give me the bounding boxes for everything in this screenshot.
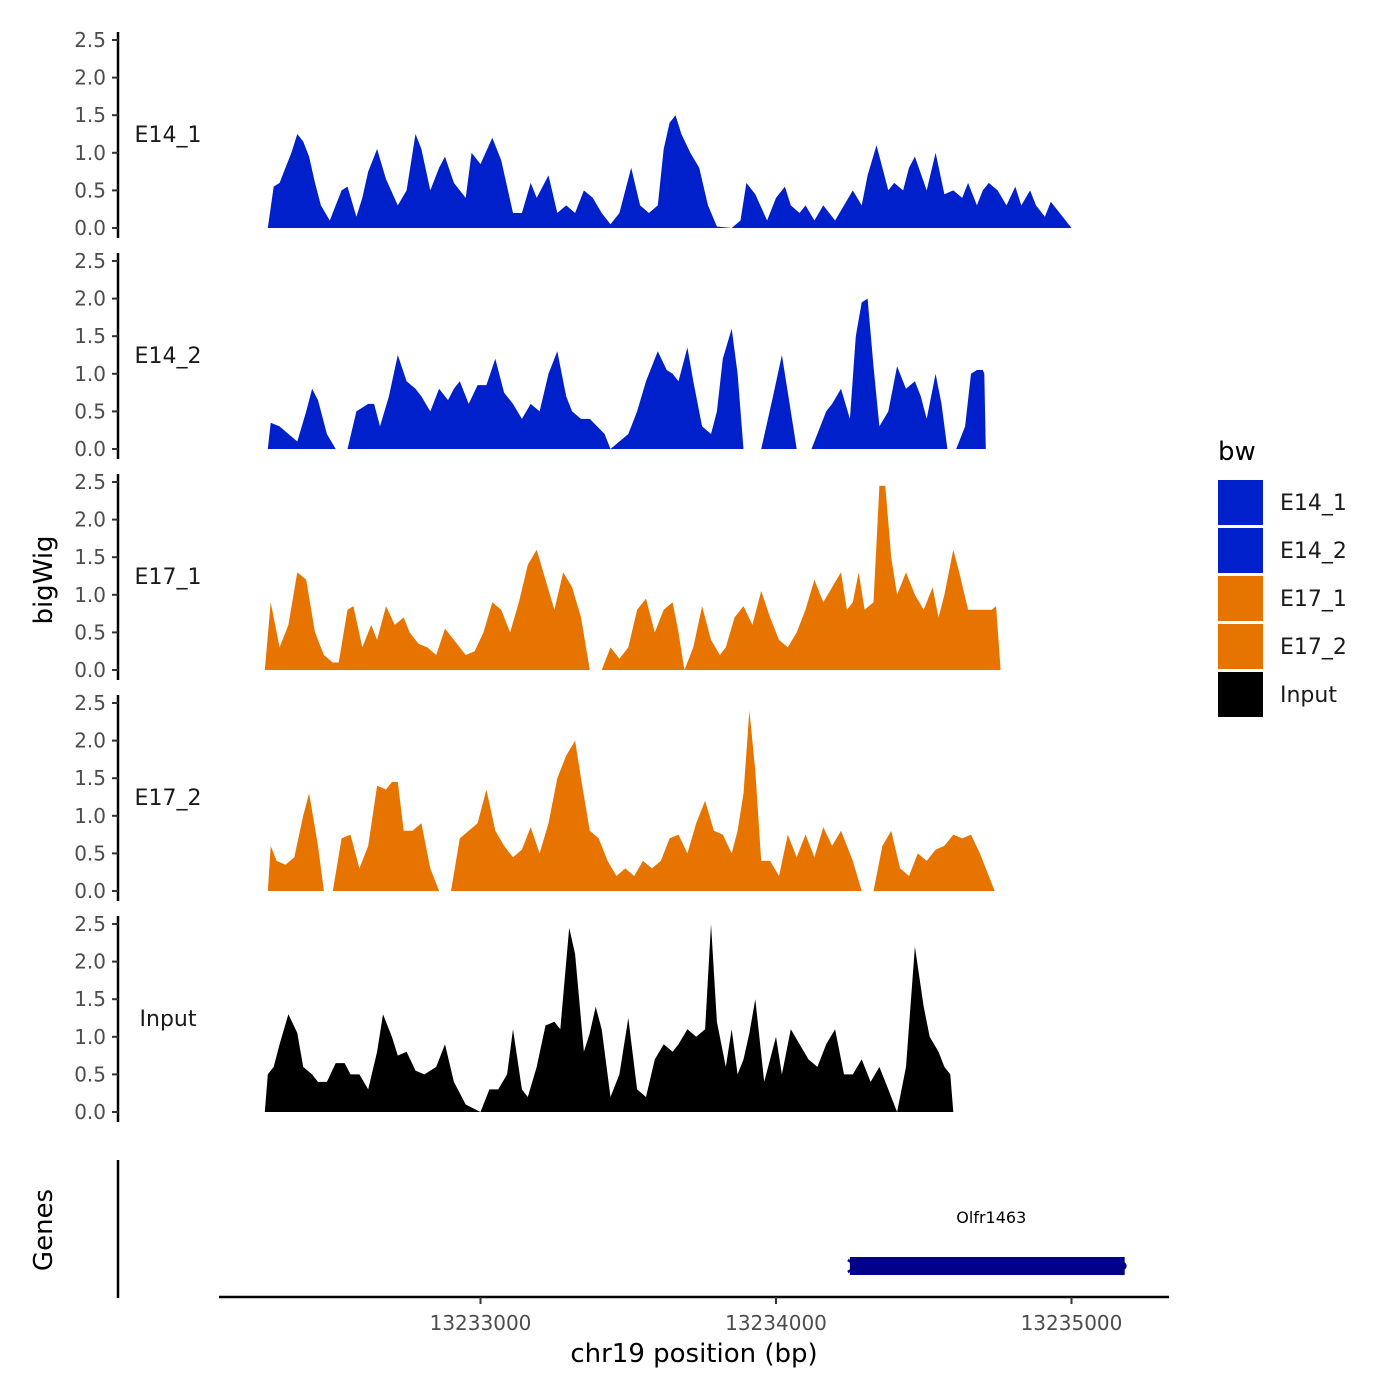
y-tick-label: 0.0 — [74, 658, 106, 682]
legend-swatch-e17_1 — [1218, 576, 1263, 621]
y-tick-label: 0.5 — [74, 841, 106, 865]
track-input: 0.0 0.5 1.0 1.5 2.0 2.5 Input — [74, 912, 954, 1124]
gene-end-marker — [1118, 1262, 1127, 1270]
legend-swatch-e17_2 — [1218, 624, 1263, 669]
legend-label: E14_1 — [1280, 491, 1347, 516]
legend-swatch-e14_2 — [1218, 528, 1263, 573]
y-tick-label: 1.0 — [74, 1025, 106, 1049]
y-tick-label: 2.0 — [74, 950, 106, 974]
y-tick-label: 1.5 — [74, 324, 106, 348]
track-label: E17_1 — [135, 565, 202, 590]
y-tick-label: 0.0 — [74, 1100, 106, 1124]
legend-label: Input — [1280, 683, 1337, 708]
y-tick-label: 0.5 — [74, 620, 106, 644]
track-label: E17_2 — [135, 786, 202, 811]
y-tick-label: 2.0 — [74, 287, 106, 311]
y-tick-label: 1.5 — [74, 766, 106, 790]
y-tick-label: 1.0 — [74, 804, 106, 828]
track-e17_2: 0.0 0.5 1.0 1.5 2.0 2.5 E17_2 — [74, 691, 995, 903]
y-tick-label: 0.5 — [74, 178, 106, 202]
y-tick-label: 2.0 — [74, 66, 106, 90]
legend-label: E17_1 — [1280, 587, 1347, 612]
y-tick-label: 1.5 — [74, 987, 106, 1011]
x-tick-label: 13234000 — [725, 1311, 827, 1335]
y-axis-title: bigWig — [29, 535, 59, 624]
legend-label: E17_2 — [1280, 635, 1347, 660]
y-tick-label: 2.5 — [74, 691, 106, 715]
y-tick-label: 1.5 — [74, 103, 106, 127]
genes-axis-title: Genes — [29, 1189, 59, 1271]
track-label: Input — [140, 1007, 197, 1032]
y-tick-label: 1.0 — [74, 141, 106, 165]
genes-track: Olfr1463 — [116, 1160, 1127, 1298]
y-tick-label: 0.0 — [74, 879, 106, 903]
gene-strand-marker — [847, 1258, 861, 1274]
signal-area-e17_1 — [264, 485, 1001, 670]
signal-area-e17_2 — [267, 710, 995, 891]
x-axis: 13233000 13234000 13235000 — [219, 1295, 1169, 1335]
bigwig-tracks: 0.0 0.5 1.0 1.5 2.0 2.5 E14_1 0.0 0.5 1.0 1.5 2.0 2.… — [74, 28, 1072, 1124]
y-tick-label: 1.5 — [74, 545, 106, 569]
y-tick-label: 0.0 — [74, 216, 106, 240]
signal-area-input — [264, 924, 954, 1112]
plot-area: 0.0 0.5 1.0 1.5 2.0 2.5 E14_1 0.0 0.5 1.0 1.5 2.0 2.… — [74, 28, 1169, 1335]
y-tick-label: 2.5 — [74, 28, 106, 52]
track-label: E14_1 — [135, 123, 202, 148]
x-tick-label: 13233000 — [430, 1311, 532, 1335]
y-tick-label: 2.0 — [74, 729, 106, 753]
y-tick-label: 2.5 — [74, 912, 106, 936]
legend-swatch-e14_1 — [1218, 480, 1263, 525]
gene-body — [849, 1257, 1125, 1275]
gene-label: Olfr1463 — [956, 1208, 1026, 1227]
y-tick-label: 0.0 — [74, 437, 106, 461]
y-tick-label: 1.0 — [74, 583, 106, 607]
x-tick-label: 13235000 — [1021, 1311, 1123, 1335]
legend-title: bw — [1218, 437, 1256, 467]
y-tick-label: 1.0 — [74, 362, 106, 386]
legend: bw E14_1 E14_2 E17_1 E17_2 Input — [1218, 437, 1347, 717]
y-tick-label: 2.5 — [74, 249, 106, 273]
legend-label: E14_2 — [1280, 539, 1347, 564]
y-tick-label: 0.5 — [74, 1062, 106, 1086]
legend-swatch-input — [1218, 672, 1263, 717]
track-e14_1: 0.0 0.5 1.0 1.5 2.0 2.5 E14_1 — [74, 28, 1072, 240]
x-axis-title: chr19 position (bp) — [570, 1339, 817, 1369]
signal-area-e14_2 — [267, 298, 986, 449]
y-tick-label: 0.5 — [74, 399, 106, 423]
y-tick-label: 2.5 — [74, 470, 106, 494]
track-e17_1: 0.0 0.5 1.0 1.5 2.0 2.5 E17_1 — [74, 470, 1001, 682]
y-tick-label: 2.0 — [74, 508, 106, 532]
signal-area-e14_1 — [267, 115, 1072, 228]
track-label: E14_2 — [135, 344, 202, 369]
track-e14_2: 0.0 0.5 1.0 1.5 2.0 2.5 E14_2 — [74, 249, 986, 461]
